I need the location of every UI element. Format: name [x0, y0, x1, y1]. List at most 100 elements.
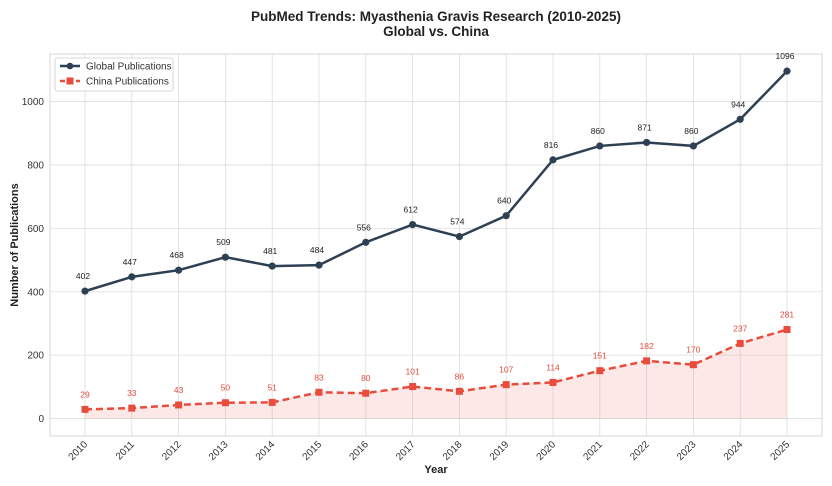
y-tick-label: 1000 — [22, 97, 45, 108]
china-data-label: 114 — [546, 362, 560, 372]
global-data-label: 447 — [123, 257, 137, 267]
china-point — [315, 388, 323, 396]
y-tick-label: 400 — [27, 287, 44, 298]
china-point — [175, 401, 183, 409]
legend-china-marker — [66, 77, 74, 85]
y-tick-label: 0 — [38, 414, 44, 425]
global-point — [783, 67, 791, 75]
china-data-label: 29 — [80, 389, 90, 399]
china-data-label: 107 — [499, 365, 513, 375]
x-tick-label: 2015 — [301, 439, 325, 463]
chart-subtitle: Global vs. China — [383, 24, 489, 39]
series-layer: 402 447 468 509 481 484 556 612 574 640 816 860 871 8… — [76, 51, 795, 419]
global-point — [175, 266, 183, 274]
y-axis: 0 200 400 600 800 1000 — [22, 97, 45, 425]
x-tick-label: 2010 — [67, 439, 91, 463]
global-point — [81, 287, 89, 295]
global-data-label: 871 — [638, 122, 652, 132]
global-data-label: 1096 — [776, 51, 795, 61]
china-point — [596, 367, 604, 375]
global-point — [315, 261, 323, 269]
x-tick-label: 2020 — [535, 439, 559, 463]
china-data-label: 182 — [640, 341, 654, 351]
global-point — [362, 238, 370, 246]
global-point — [455, 232, 463, 241]
china-point — [268, 398, 276, 406]
global-data-label: 944 — [731, 99, 745, 109]
global-data-label: 612 — [404, 205, 418, 215]
global-point — [502, 212, 510, 220]
china-data-label: 80 — [361, 373, 371, 383]
chart-title: PubMed Trends: Myasthenia Gravis Researc… — [251, 9, 621, 24]
china-area-fill — [85, 329, 787, 419]
china-point — [643, 357, 651, 365]
china-data-label: 86 — [455, 371, 465, 381]
y-tick-label: 200 — [27, 351, 44, 362]
china-data-label: 43 — [174, 385, 184, 395]
global-data-label: 509 — [216, 237, 230, 247]
china-point — [81, 405, 89, 413]
china-data-label: 237 — [733, 323, 747, 333]
global-point — [596, 142, 604, 150]
x-axis-label: Year — [424, 464, 448, 476]
global-point — [409, 220, 417, 229]
china-point — [549, 378, 557, 386]
global-data-label: 860 — [591, 126, 605, 136]
legend-global-label: Global Publications — [86, 62, 172, 73]
china-point — [455, 387, 463, 395]
x-tick-label: 2022 — [628, 439, 652, 463]
global-data-label: 481 — [263, 246, 277, 256]
x-tick-label: 2025 — [769, 439, 793, 463]
x-tick-label: 2012 — [160, 439, 184, 463]
global-data-label: 402 — [76, 271, 90, 281]
global-data-label: 860 — [684, 126, 698, 136]
y-tick-label: 800 — [27, 160, 44, 171]
legend-box — [54, 57, 174, 92]
global-point — [689, 142, 698, 150]
x-tick-label: 2024 — [722, 439, 746, 463]
china-point — [736, 339, 744, 347]
legend-china-label: China Publications — [86, 77, 169, 88]
china-point — [502, 381, 510, 389]
china-point — [689, 361, 697, 369]
global-data-label: 574 — [450, 217, 464, 227]
china-data-label: 151 — [593, 351, 607, 361]
china-point — [128, 404, 136, 412]
china-point — [783, 325, 791, 333]
x-tick-label: 2016 — [347, 439, 371, 463]
x-tick-label: 2013 — [207, 439, 231, 463]
china-point — [221, 399, 229, 407]
global-data-label: 556 — [357, 222, 371, 232]
x-tick-label: 2014 — [254, 439, 278, 463]
china-data-label: 83 — [314, 372, 324, 382]
x-tick-label: 2011 — [114, 439, 137, 462]
y-tick-label: 600 — [27, 224, 44, 235]
global-point — [643, 138, 651, 147]
legend: Global Publications China Publications — [54, 57, 174, 92]
global-point — [128, 273, 136, 281]
china-data-label: 170 — [686, 345, 700, 355]
global-point — [268, 262, 276, 270]
china-point — [409, 383, 417, 391]
global-point — [221, 253, 229, 261]
china-data-label: 33 — [127, 388, 137, 398]
x-tick-label: 2019 — [488, 439, 512, 463]
y-axis-label: Number of Publications — [9, 183, 21, 306]
global-data-label: 640 — [497, 196, 511, 206]
x-tick-label: 2021 — [581, 439, 605, 463]
china-data-label: 281 — [780, 309, 794, 319]
global-point — [549, 156, 557, 164]
x-tick-label: 2017 — [394, 439, 418, 463]
global-data-label: 484 — [310, 245, 324, 255]
global-point — [736, 115, 744, 123]
global-data-label: 816 — [544, 140, 558, 150]
legend-global-marker — [66, 62, 74, 70]
x-tick-label: 2018 — [441, 439, 465, 463]
china-data-label: 50 — [221, 383, 231, 393]
x-axis: 2010 2011 2012 2013 2014 2015 2016 2017 2018 2019… — [67, 439, 793, 463]
china-data-label: 51 — [267, 382, 277, 392]
x-tick-label: 2023 — [675, 439, 699, 463]
global-line — [84, 70, 788, 293]
global-data-label: 468 — [170, 250, 184, 260]
